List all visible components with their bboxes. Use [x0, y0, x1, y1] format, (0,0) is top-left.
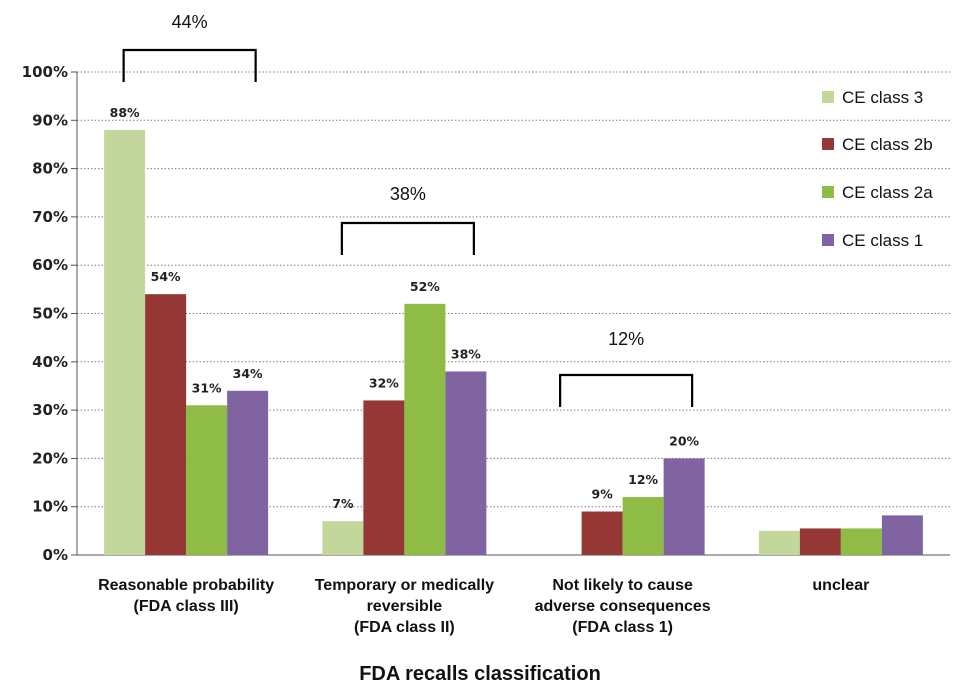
bracket — [340, 221, 475, 255]
legend-label: CE class 1 — [842, 231, 923, 250]
bar — [404, 303, 446, 555]
legend-label: CE class 2b — [842, 135, 933, 154]
bar — [758, 530, 800, 555]
y-tick-label: 30% — [32, 401, 68, 419]
y-tick-label: 80% — [32, 160, 68, 178]
legend-swatch — [822, 234, 834, 246]
legend-swatch — [822, 138, 834, 150]
category-label: Reasonable probability (FDA class III) — [98, 577, 274, 615]
bracket-label: 12% — [608, 329, 644, 349]
data-label: 7% — [332, 496, 354, 511]
bracket — [122, 48, 257, 82]
bar — [799, 528, 841, 555]
bar — [227, 390, 269, 555]
data-label: 12% — [628, 472, 658, 487]
bar — [581, 511, 623, 555]
y-tick-label: 90% — [32, 111, 68, 129]
bar — [881, 515, 923, 555]
category-label: Not likely to cause adverse consequences(… — [535, 577, 711, 636]
y-tick-label: 10% — [32, 498, 68, 516]
legend-swatch — [822, 186, 834, 198]
data-label: 9% — [592, 487, 614, 502]
data-label: 20% — [669, 433, 699, 448]
legend: CE class 3 CE class 2b CE class 2a CE class… — [822, 88, 933, 250]
data-label: 54% — [151, 269, 181, 284]
bar — [322, 521, 364, 555]
y-tick-label: 70% — [32, 208, 68, 226]
category-label: unclear — [812, 577, 869, 594]
bar — [840, 528, 882, 555]
bracket — [559, 373, 694, 407]
bracket-label: 38% — [390, 184, 426, 204]
bar — [663, 458, 705, 555]
data-label: 34% — [233, 366, 263, 381]
category-label: Temporary or medically reversible (FDA cla… — [315, 577, 494, 636]
bar — [104, 129, 146, 555]
bar — [363, 400, 405, 555]
bar — [445, 371, 487, 555]
y-tick-label: 60% — [32, 256, 68, 274]
brackets: 44% 38% 12% — [122, 12, 694, 407]
data-label: 52% — [410, 279, 440, 294]
y-tick-label: 0% — [43, 546, 68, 564]
legend-label: CE class 3 — [842, 88, 923, 107]
legend-label: CE class 2a — [842, 183, 933, 202]
y-tick-label: 40% — [32, 353, 68, 371]
data-labels: 88% 7% 54% 32% 9% 31% 52% 12% 34% 38% 20% — [110, 105, 700, 511]
data-label: 32% — [369, 375, 399, 390]
bracket-label: 44% — [172, 12, 208, 32]
legend-swatch — [822, 91, 834, 103]
x-axis-title: FDA recalls classification — [359, 663, 601, 685]
bar — [145, 294, 187, 555]
data-label: 31% — [192, 380, 222, 395]
data-label: 88% — [110, 105, 140, 120]
y-tick-label: 50% — [32, 305, 68, 323]
bar — [186, 405, 228, 555]
y-tick-label: 100% — [22, 63, 68, 81]
y-tick-labels: 0% 10% 20% 30% 40% 50% 60% 70% 80% 90% 100% — [22, 63, 68, 564]
data-label: 38% — [451, 346, 481, 361]
y-tick-label: 20% — [32, 449, 68, 467]
bar — [622, 497, 664, 555]
bars — [104, 129, 923, 555]
category-labels: Reasonable probability (FDA class III) Tem… — [98, 577, 869, 636]
